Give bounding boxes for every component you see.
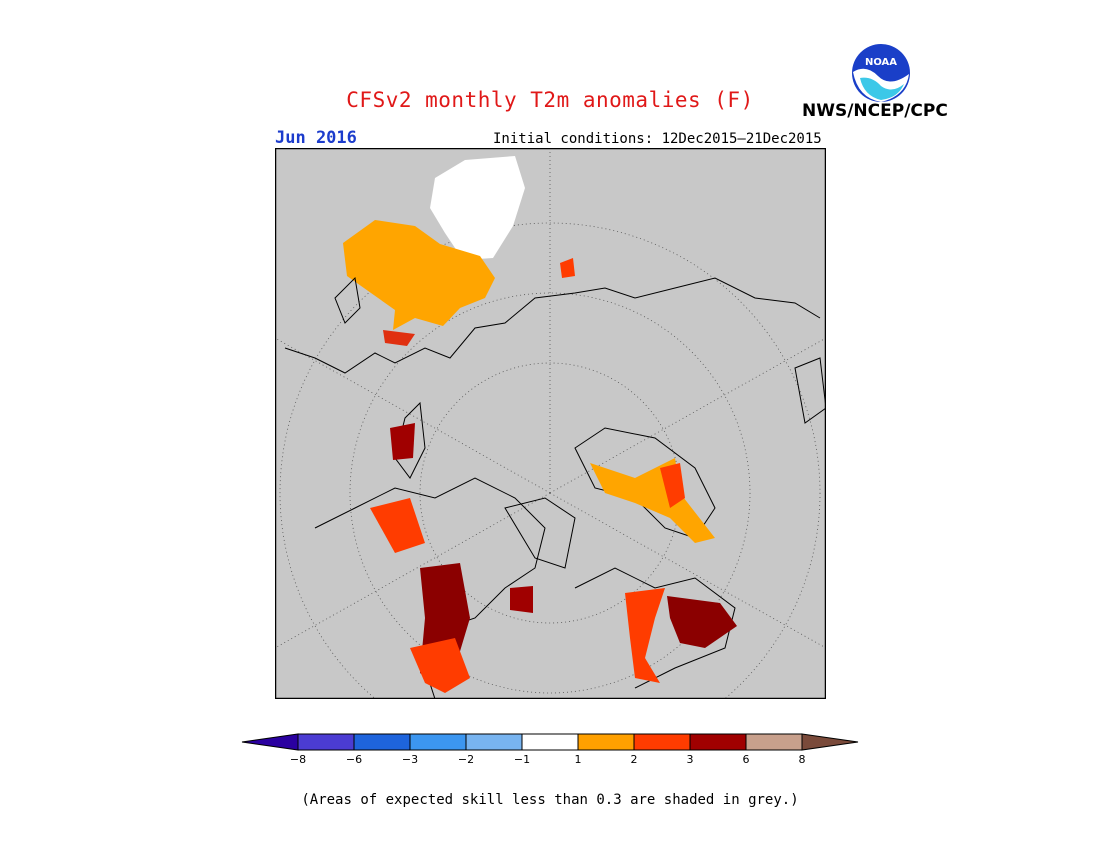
colorbar-label: 8 <box>799 753 806 766</box>
logo-text: NOAA <box>865 57 897 68</box>
polar-map <box>275 148 826 699</box>
colorbar-label: 6 <box>743 753 750 766</box>
initial-conditions: Initial conditions: 12Dec2015—21Dec2015 <box>493 131 822 147</box>
colorbar-segment <box>745 733 803 751</box>
forecast-month: Jun 2016 <box>275 128 357 148</box>
colorbar-segment <box>353 733 411 751</box>
central-north-america-region <box>667 596 737 648</box>
colorbar-label: −3 <box>402 753 418 766</box>
colorbar-label: −8 <box>290 753 306 766</box>
noaa-logo: NOAA <box>851 43 911 103</box>
colorbar-segment <box>409 733 467 751</box>
scandinavia-hot-region <box>390 423 415 460</box>
colorbar-segment <box>297 733 355 751</box>
colorbar-segment <box>577 733 635 751</box>
east-asia-region <box>410 638 470 693</box>
colorbar-segment <box>801 733 859 751</box>
colorbar-label: 3 <box>687 753 694 766</box>
north-africa-region <box>430 156 525 260</box>
colorbar: −8 −6 −3 −2 −1 1 2 3 6 8 <box>241 733 859 766</box>
agency-label: NWS/NCEP/CPC <box>802 101 948 121</box>
canada-east-region <box>625 588 665 683</box>
greenland-hot-region <box>660 463 685 508</box>
chart-title: CFSv2 monthly T2m anomalies (F) <box>346 88 754 112</box>
arctic-spot-region <box>560 258 575 278</box>
colorbar-label: −1 <box>514 753 530 766</box>
iberia-coast <box>383 330 415 346</box>
footnote: (Areas of expected skill less than 0.3 a… <box>301 792 799 808</box>
colorbar-segment <box>633 733 691 751</box>
colorbar-label: −6 <box>346 753 362 766</box>
colorbar-label: 1 <box>575 753 582 766</box>
far-east-region <box>370 498 425 553</box>
colorbar-segment <box>465 733 523 751</box>
greenland-region <box>590 458 715 543</box>
colorbar-label: 2 <box>631 753 638 766</box>
northwest-europe-region <box>343 220 495 330</box>
colorbar-segment <box>689 733 747 751</box>
colorbar-segment <box>241 733 299 751</box>
map-background <box>275 148 826 699</box>
alaska-patch-region <box>510 586 533 613</box>
colorbar-label: −2 <box>458 753 474 766</box>
colorbar-segment <box>521 733 579 751</box>
